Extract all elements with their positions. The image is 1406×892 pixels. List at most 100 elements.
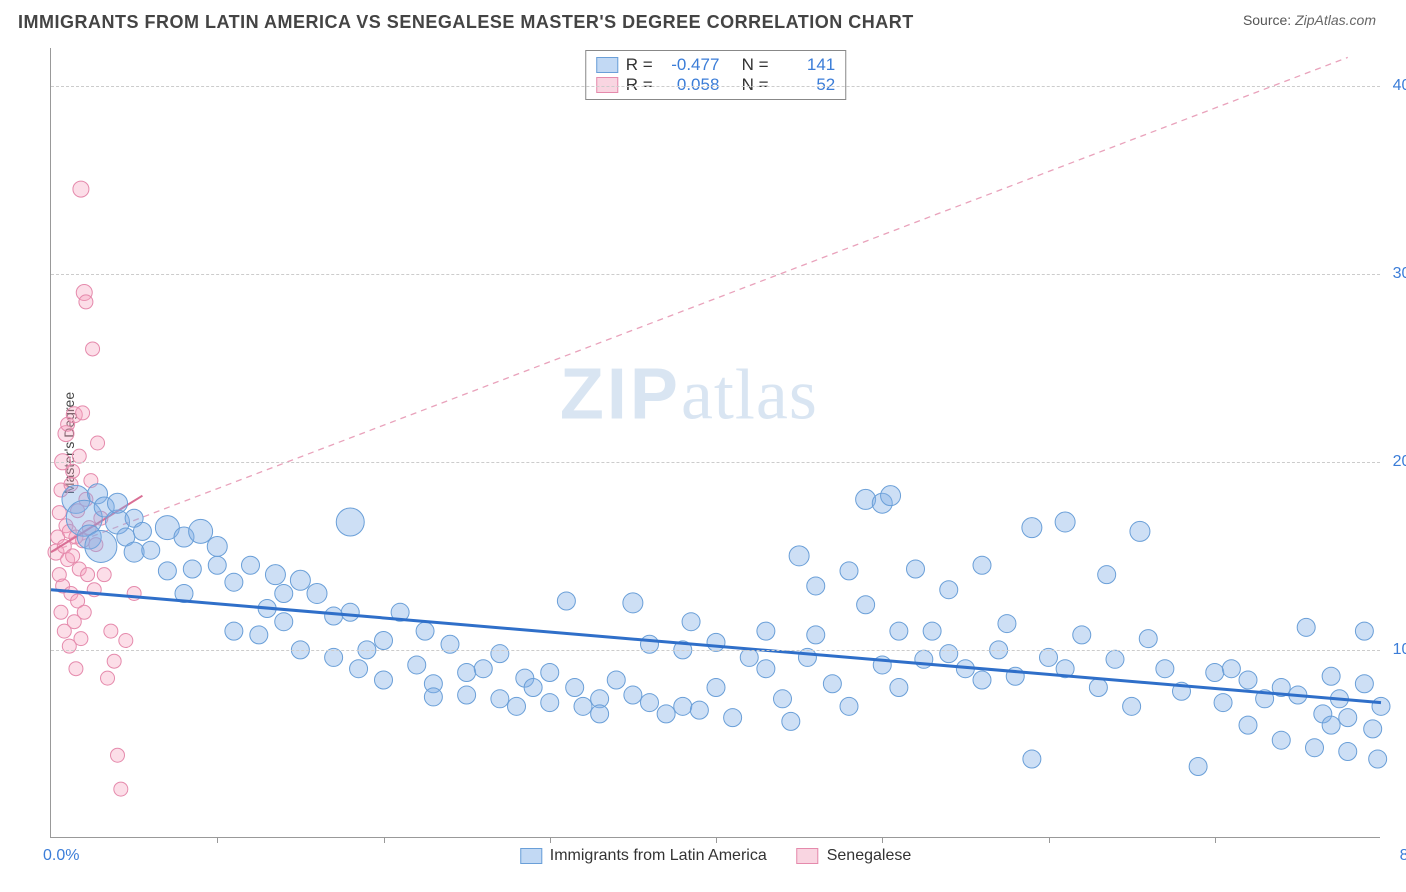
x-tick [217,837,218,843]
data-point-latin-america [881,486,901,506]
data-point-latin-america [641,694,659,712]
data-point-latin-america [1156,660,1174,678]
data-point-latin-america [657,705,675,723]
x-axis-max-label: 80.0% [1400,847,1406,865]
data-point-latin-america [624,686,642,704]
data-point-senegalese [66,464,80,478]
legend-label-latin-america: Immigrants from Latin America [550,847,767,865]
data-point-latin-america [424,688,442,706]
data-point-latin-america [491,645,509,663]
data-point-latin-america [623,593,643,613]
data-point-latin-america [857,596,875,614]
chart-title: IMMIGRANTS FROM LATIN AMERICA VS SENEGAL… [18,12,914,33]
data-point-latin-america [458,663,476,681]
data-point-latin-america [307,583,327,603]
data-point-latin-america [940,581,958,599]
data-point-latin-america [682,613,700,631]
data-point-latin-america [1372,697,1390,715]
data-point-latin-america [1306,739,1324,757]
data-point-latin-america [840,562,858,580]
data-point-senegalese [91,436,105,450]
data-point-latin-america [998,615,1016,633]
data-point-latin-america [1239,671,1257,689]
data-point-latin-america [1055,512,1075,532]
data-point-senegalese [97,568,111,582]
x-tick [550,837,551,843]
data-point-latin-america [940,645,958,663]
data-point-latin-america [566,679,584,697]
gridline [51,274,1380,275]
data-point-latin-america [108,493,128,513]
data-point-latin-america [1040,648,1058,666]
data-point-latin-america [757,660,775,678]
data-point-latin-america [375,632,393,650]
data-point-latin-america [890,622,908,640]
data-point-latin-america [408,656,426,674]
data-point-latin-america [1023,750,1041,768]
data-point-senegalese [119,634,133,648]
legend-item-latin-america: Immigrants from Latin America [520,847,767,865]
data-point-latin-america [1364,720,1382,738]
data-point-latin-america [907,560,925,578]
data-point-latin-america [275,613,293,631]
data-point-latin-america [1297,618,1315,636]
data-point-latin-america [707,633,725,651]
data-point-latin-america [1022,518,1042,538]
data-point-latin-america [491,690,509,708]
legend-label-senegalese: Senegalese [827,847,912,865]
data-point-latin-america [807,626,825,644]
data-point-latin-america [524,679,542,697]
data-point-latin-america [674,697,692,715]
data-point-latin-america [225,622,243,640]
data-point-latin-america [1355,675,1373,693]
correlation-legend: R = -0.477 N = 141 R = 0.058 N = 52 [585,50,846,100]
n-value-blue: 141 [781,55,835,75]
data-point-latin-america [1272,731,1290,749]
data-point-latin-america [336,508,364,536]
data-point-latin-america [124,542,144,562]
data-point-latin-america [973,556,991,574]
data-point-latin-america [225,573,243,591]
data-point-latin-america [1123,697,1141,715]
source-prefix: Source: [1243,12,1295,28]
swatch-blue-icon [520,848,542,864]
data-point-senegalese [66,549,80,563]
data-point-latin-america [142,541,160,559]
swatch-blue [596,57,618,73]
data-point-latin-america [325,607,343,625]
data-point-latin-america [474,660,492,678]
data-point-latin-america [508,697,526,715]
data-point-latin-america [724,709,742,727]
data-point-latin-america [757,622,775,640]
data-point-latin-america [416,622,434,640]
y-tick-label: 30.0% [1393,265,1406,283]
gridline [51,650,1380,651]
data-point-senegalese [69,662,83,676]
data-point-latin-america [1339,709,1357,727]
data-point-latin-america [798,648,816,666]
data-point-latin-america [823,675,841,693]
data-point-latin-america [707,679,725,697]
data-point-senegalese [81,568,95,582]
data-point-senegalese [79,295,93,309]
data-point-latin-america [1222,660,1240,678]
data-point-latin-america [133,522,151,540]
gridline [51,86,1380,87]
data-point-latin-america [275,584,293,602]
data-point-latin-america [1139,630,1157,648]
data-point-latin-america [807,577,825,595]
data-point-senegalese [114,782,128,796]
data-point-latin-america [1339,742,1357,760]
trendline [51,57,1348,552]
data-point-senegalese [77,605,91,619]
data-point-latin-america [341,603,359,621]
data-point-latin-america [1106,650,1124,668]
data-point-latin-america [557,592,575,610]
data-point-latin-america [789,546,809,566]
data-point-latin-america [183,560,201,578]
data-point-latin-america [1189,758,1207,776]
data-point-senegalese [107,654,121,668]
data-point-latin-america [1214,694,1232,712]
scatter-svg [51,48,1381,838]
data-point-latin-america [350,660,368,678]
